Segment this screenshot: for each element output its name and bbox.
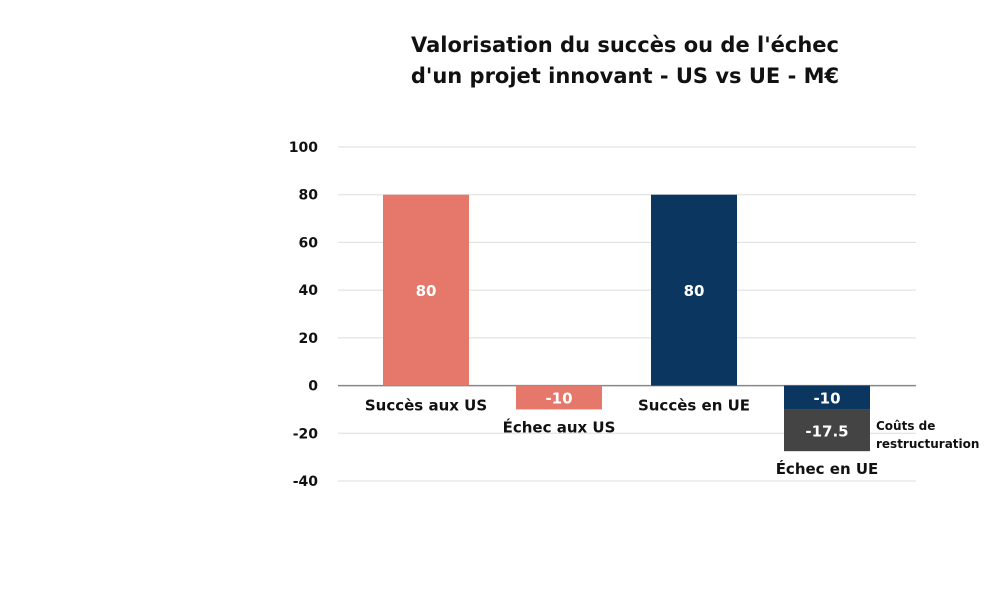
data-label: 80 — [684, 282, 705, 300]
bar-value — [651, 194, 737, 386]
data-label: -10 — [813, 390, 840, 408]
y-tick-label: 60 — [299, 235, 319, 251]
y-tick-label: -40 — [293, 474, 319, 490]
annotation-line-2: restructuration — [876, 437, 979, 451]
category-label: Échec en UE — [776, 459, 879, 478]
y-tick-label: 0 — [308, 379, 318, 395]
chart-title-line-1: Valorisation du succès ou de l'échec — [411, 33, 839, 57]
category-label: Échec aux US — [503, 417, 616, 436]
data-label: -10 — [545, 390, 572, 408]
chart-title: Valorisation du succès ou de l'échec d'u… — [360, 30, 890, 92]
data-label: -17.5 — [805, 422, 848, 440]
bar-value — [784, 385, 870, 410]
y-tick-label: -20 — [293, 426, 319, 442]
y-tick-label: 80 — [299, 188, 319, 204]
y-tick-label: 40 — [299, 283, 319, 299]
bar-value — [383, 194, 469, 386]
category-label: Succès aux US — [365, 397, 487, 415]
data-label: 80 — [416, 282, 437, 300]
y-tick-label: 20 — [299, 331, 319, 347]
y-tick-label: 100 — [289, 140, 318, 156]
annotation-line-1: Coûts de — [876, 419, 935, 433]
bar-value — [516, 385, 602, 410]
chart-title-line-2: d'un projet innovant - US vs UE - M€ — [410, 64, 840, 88]
bar-restructuring-cost — [784, 409, 870, 452]
category-label: Succès en UE — [638, 397, 750, 415]
